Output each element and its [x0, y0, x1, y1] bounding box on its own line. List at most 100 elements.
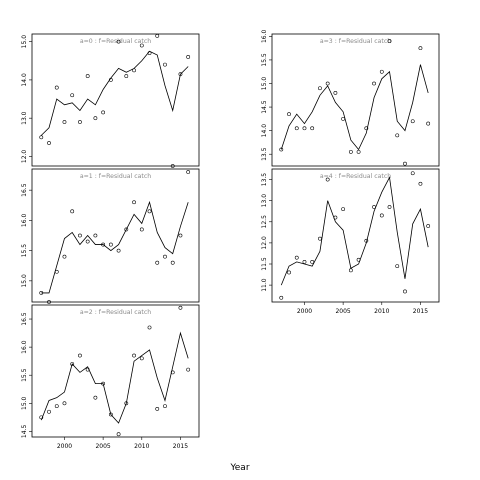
observation-point	[170, 370, 175, 375]
observation-point	[93, 116, 98, 121]
observation-point	[108, 412, 113, 417]
observation-point	[379, 213, 384, 218]
panel-title: a=4 : f=Residual catch	[320, 173, 391, 180]
observation-point	[139, 227, 144, 232]
y-tick-label: 15.0	[21, 35, 28, 49]
observation-point	[101, 110, 106, 115]
observation-point	[124, 227, 129, 232]
y-tick-label: 16.0	[261, 29, 268, 43]
observation-point	[70, 93, 75, 98]
y-tick-label: 12.0	[21, 150, 28, 164]
observation-point	[47, 141, 51, 145]
y-tick-label: 15.0	[261, 77, 268, 91]
y-tick-label: 16.5	[21, 183, 28, 197]
observation-point	[47, 300, 51, 304]
observation-point	[279, 147, 284, 152]
observation-point	[410, 171, 415, 176]
observation-point	[310, 259, 315, 264]
fit-line	[280, 176, 429, 286]
observation-point	[387, 205, 392, 209]
y-tick-label: 13.0	[21, 111, 28, 125]
observation-point	[39, 135, 44, 140]
observation-point	[186, 367, 191, 372]
observation-point	[302, 126, 307, 131]
panel-3: a=4 : f=Residual catch 11.0 11.5 12.0 12.5 13…	[261, 168, 440, 315]
observation-point	[116, 432, 121, 437]
panel-frame	[31, 33, 200, 167]
observation-point	[186, 55, 191, 59]
observation-point	[418, 46, 423, 51]
panel-title: a=1 : f=Residual catch	[80, 173, 151, 180]
observation-point	[163, 254, 167, 259]
observation-point	[410, 119, 415, 124]
observation-point	[403, 161, 407, 166]
observation-point	[426, 121, 431, 126]
observation-point	[333, 91, 338, 95]
observation-point	[356, 149, 361, 154]
panel-title: a=0 : f=Residual catch	[80, 38, 151, 45]
observation-point	[170, 164, 175, 168]
x-tick-label: 2005	[95, 443, 110, 450]
observation-point	[54, 269, 59, 274]
observation-point	[85, 74, 90, 78]
x-tick-label: 2010	[374, 308, 389, 315]
observation-point	[93, 395, 98, 400]
y-tick-label: 11.0	[261, 278, 268, 292]
observation-point	[387, 39, 392, 43]
y-tick-label: 13.5	[261, 173, 268, 187]
y-tick-label: 15.0	[21, 396, 28, 410]
observation-point	[132, 200, 136, 205]
observation-point	[116, 39, 121, 44]
observation-point	[372, 205, 376, 209]
panel-frame	[271, 168, 440, 303]
observation-point	[116, 248, 121, 253]
panel-frame	[31, 304, 200, 438]
y-tick-label: 15.5	[261, 53, 268, 67]
observation-point	[325, 177, 330, 182]
observation-point	[54, 404, 59, 409]
observation-point	[395, 264, 400, 269]
observation-point	[163, 404, 167, 409]
x-tick-label: 2005	[335, 308, 350, 315]
y-tick-label: 13.0	[261, 194, 268, 208]
observation-point	[85, 239, 90, 244]
observation-point	[178, 72, 183, 77]
observation-point	[70, 362, 75, 366]
observation-point	[155, 260, 160, 265]
observation-point	[132, 68, 136, 73]
observation-point	[287, 270, 291, 275]
panel-1: a=3 : f=Residual catch 13.5 14.0 14.5 15.0 15…	[261, 29, 440, 167]
fit-line	[280, 64, 429, 151]
observation-point	[341, 116, 346, 121]
y-tick-label: 12.0	[261, 236, 268, 250]
observation-point	[186, 170, 191, 174]
observation-point	[108, 242, 113, 247]
observation-point	[426, 224, 431, 228]
observation-point	[372, 81, 376, 86]
y-tick-label: 14.0	[261, 124, 268, 138]
observation-point	[364, 238, 369, 243]
x-axis-title: Year	[229, 463, 249, 473]
panel-title: a=2 : f=Residual catch	[80, 309, 151, 316]
fit-line	[40, 50, 189, 136]
observation-point	[341, 207, 346, 212]
observation-point	[132, 353, 136, 358]
y-tick-label: 13.5	[261, 147, 268, 161]
y-tick-label: 12.5	[261, 215, 268, 229]
observation-point	[47, 409, 51, 414]
y-tick-label: 15.0	[21, 274, 28, 288]
observation-point	[93, 233, 98, 238]
y-tick-label: 14.0	[21, 73, 28, 87]
observation-point	[170, 260, 175, 265]
observation-point	[348, 149, 353, 154]
y-tick-label: 14.5	[261, 100, 268, 114]
observation-point	[78, 233, 82, 238]
observation-point	[39, 291, 44, 295]
observation-point	[62, 254, 67, 259]
y-tick-label: 14.5	[21, 425, 28, 439]
observation-point	[333, 215, 338, 220]
observation-point	[318, 236, 322, 241]
x-tick-label: 2010	[134, 443, 149, 450]
observation-point	[364, 126, 369, 131]
